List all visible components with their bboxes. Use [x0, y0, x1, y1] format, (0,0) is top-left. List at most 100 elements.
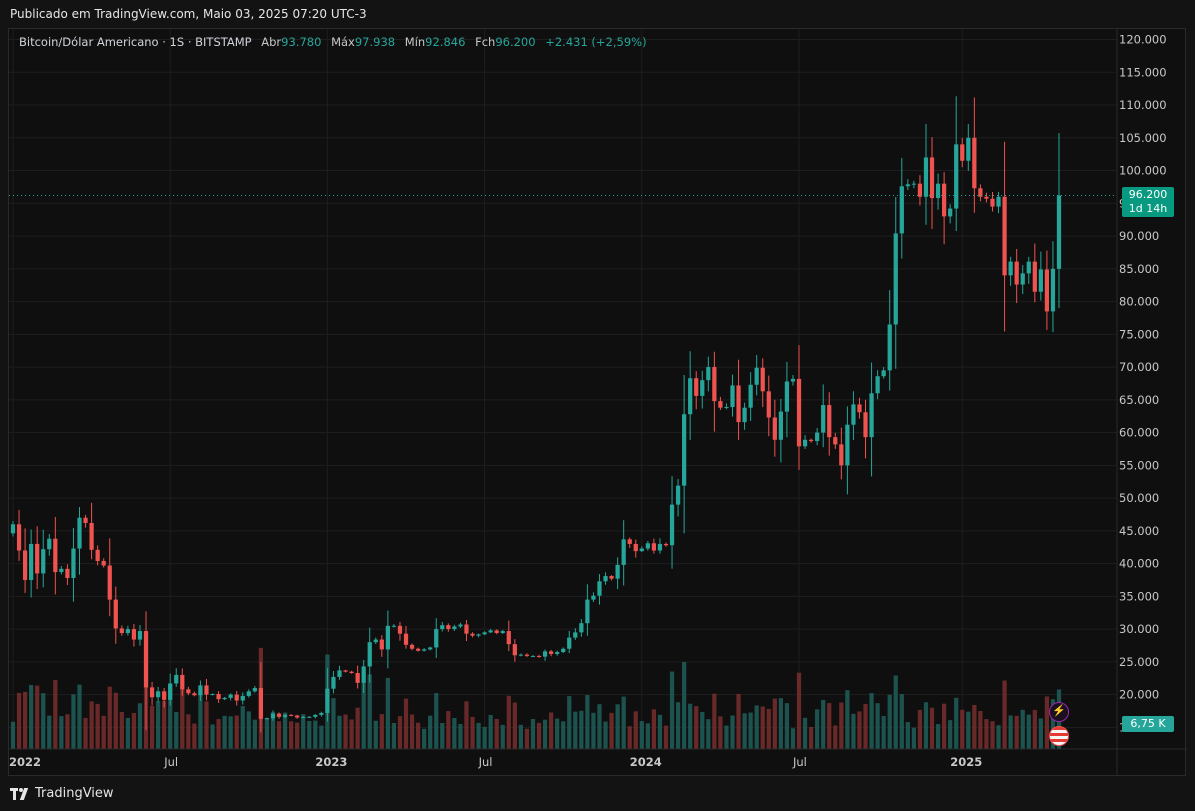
candle-body	[77, 517, 82, 549]
candle-body	[615, 564, 620, 579]
candle-body	[403, 633, 409, 645]
candle-body	[815, 432, 820, 442]
candle-body	[246, 691, 251, 696]
volume-bar	[331, 698, 336, 749]
candle-body	[688, 378, 693, 415]
volume-bar	[772, 698, 777, 749]
volume-bar	[204, 701, 209, 749]
volume-bar	[784, 703, 790, 749]
candle-body	[663, 543, 669, 546]
volume-bar	[47, 715, 52, 749]
candle-body	[869, 393, 874, 438]
candle-body	[101, 560, 106, 566]
volume-bar	[657, 714, 663, 749]
candle-body	[839, 444, 844, 466]
candle-body	[766, 391, 771, 418]
volume-bar	[669, 671, 675, 749]
us-flag-event-icon[interactable]	[1049, 726, 1069, 746]
close-value: 96.200	[495, 35, 536, 49]
candle-body	[29, 543, 34, 580]
volume-bar	[833, 725, 838, 749]
candle-body	[16, 524, 22, 551]
volume-bar	[524, 728, 530, 749]
candle-body	[524, 654, 530, 656]
lightning-event-icon[interactable]: ⚡	[1049, 702, 1069, 722]
candle-body	[107, 565, 112, 600]
y-tick-label: 55.000	[1119, 458, 1159, 472]
candle-body	[996, 196, 1001, 207]
candle-body	[561, 648, 566, 653]
volume-bar	[512, 702, 517, 749]
volume-bar	[905, 722, 910, 749]
candles	[10, 96, 1062, 733]
candle-body	[833, 437, 838, 445]
candle-body	[875, 376, 880, 394]
volume-bar	[748, 712, 753, 749]
candle-body	[881, 370, 886, 377]
volume-bar	[403, 698, 409, 749]
volume-bar	[984, 719, 989, 749]
candle-body	[379, 639, 384, 650]
candle-body	[984, 196, 989, 199]
volume-bar	[651, 709, 657, 749]
symbol-name[interactable]: Bitcoin/Dólar Americano · 1S · BITSTAMP	[19, 35, 252, 49]
volume-tag: 6,75 K	[1122, 716, 1174, 732]
volume-bar	[754, 705, 759, 749]
candle-body	[802, 439, 808, 447]
tradingview-logo[interactable]: TradingView	[10, 786, 114, 801]
volume-bar	[464, 701, 469, 749]
low-value: 92.846	[425, 35, 466, 49]
volume-bar	[1020, 709, 1025, 749]
candle-body	[428, 647, 433, 650]
volume-bar	[645, 723, 650, 749]
volume-bar	[663, 725, 669, 749]
candle-body	[627, 539, 632, 544]
candle-body	[367, 642, 372, 667]
volume-bar	[585, 695, 590, 749]
volume-bar	[555, 718, 560, 749]
candle-body	[1032, 261, 1037, 292]
candle-body	[162, 691, 167, 700]
candle-body	[289, 714, 294, 716]
candle-body	[893, 233, 898, 325]
volume-bar	[700, 712, 705, 749]
candle-body	[59, 568, 64, 573]
candle-body	[633, 543, 638, 552]
x-tick-label: 2024	[630, 755, 662, 769]
chart-area[interactable]: 120.000115.000110.000105.000100.00095.00…	[8, 28, 1187, 777]
tradingview-brand: TradingView	[35, 786, 114, 801]
candle-body	[948, 208, 953, 217]
candle-body	[373, 639, 378, 643]
volume-bar	[954, 697, 959, 749]
candle-body	[1026, 261, 1031, 274]
candle-body	[391, 625, 397, 627]
symbol-legend[interactable]: Bitcoin/Dólar Americano · 1S · BITSTAMP …	[19, 35, 647, 49]
candle-body	[337, 670, 342, 677]
candle-body	[669, 504, 675, 546]
volume-bar	[1050, 699, 1056, 749]
volume-bar	[851, 713, 856, 749]
volume-bar	[367, 674, 372, 749]
volume-bar	[216, 719, 221, 749]
volume-bar	[422, 728, 427, 749]
candle-body	[573, 632, 578, 638]
volume-bar	[35, 685, 40, 749]
volume-bar	[712, 693, 717, 749]
volume-bar	[155, 701, 161, 749]
x-tick-label: 2022	[9, 755, 41, 769]
volume-bar	[125, 717, 130, 749]
price-chart[interactable]: 120.000115.000110.000105.000100.00095.00…	[9, 29, 1187, 777]
candle-body	[579, 623, 584, 633]
volume-bar	[343, 714, 348, 749]
volume-bar	[1008, 715, 1013, 749]
last-price-value: 96.200	[1128, 188, 1168, 202]
volume-bar	[802, 717, 808, 749]
volume-bar	[228, 716, 233, 749]
volume-bar	[41, 693, 46, 749]
candle-body	[155, 691, 161, 698]
candle-body	[917, 183, 923, 197]
volume-bar	[101, 715, 106, 749]
volume-bar	[561, 721, 566, 749]
candle-body	[307, 716, 312, 718]
volume-bar	[1014, 715, 1019, 749]
